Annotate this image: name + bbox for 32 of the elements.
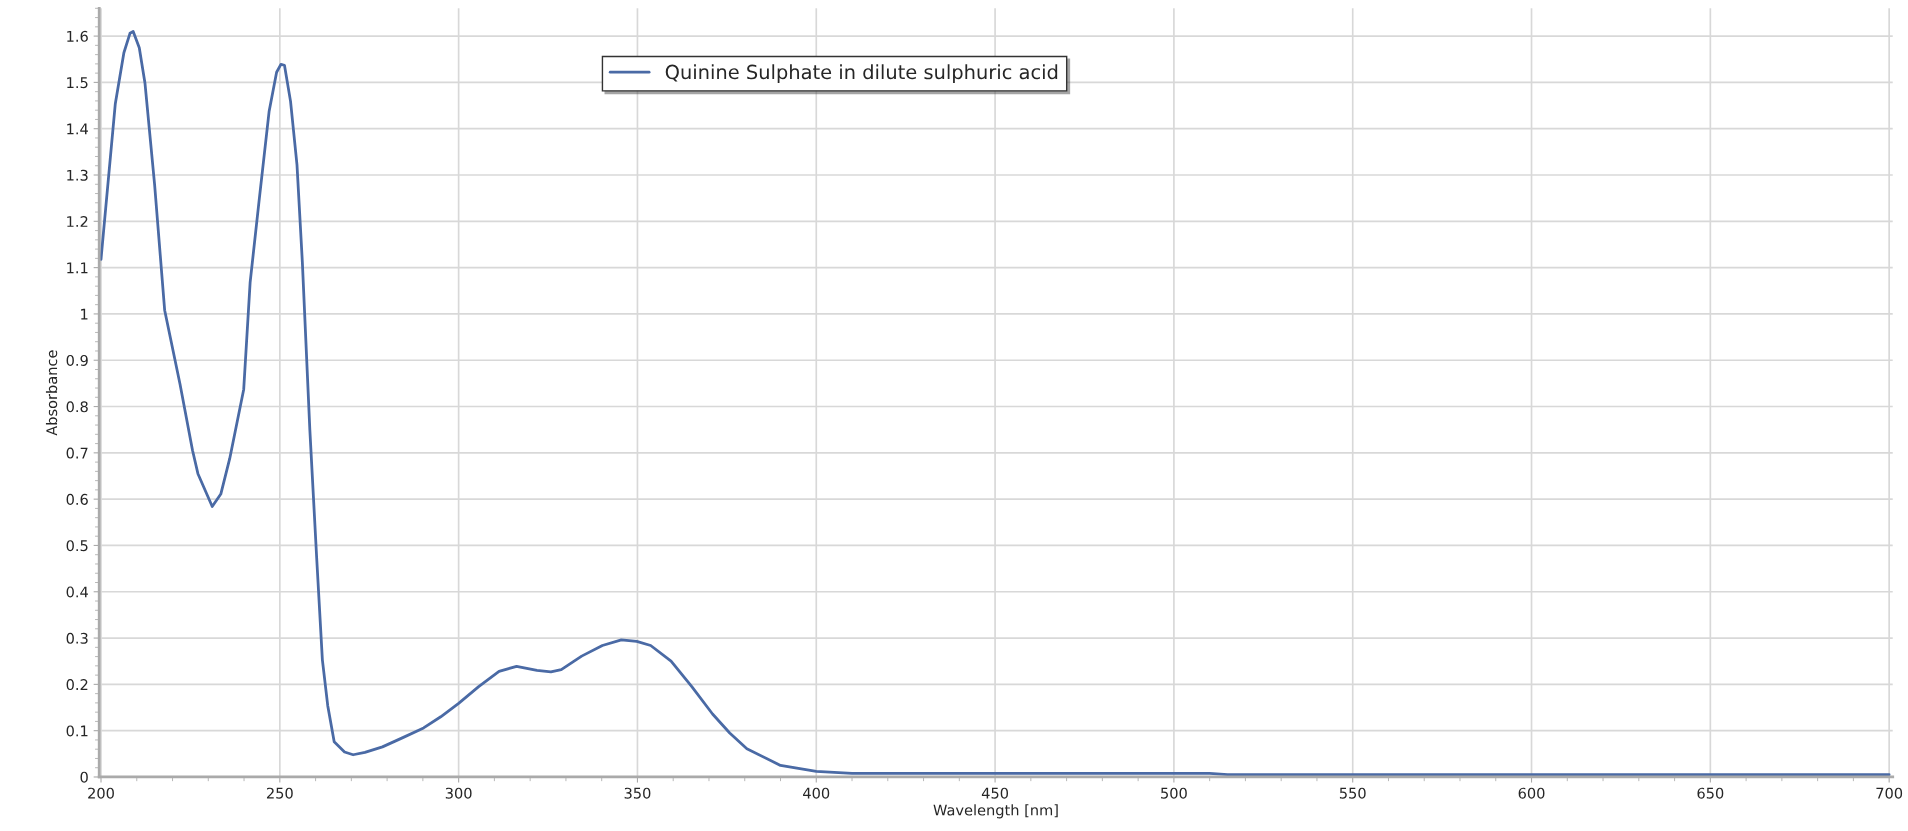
x-tick-label: 400: [803, 787, 830, 799]
x-tick-label: 500: [1161, 787, 1187, 799]
x-tick-label: 200: [88, 787, 114, 799]
x-tick-label: 550: [1339, 787, 1366, 799]
y-tick-label: 1: [81, 308, 88, 320]
y-tick-label: 1.5: [67, 77, 88, 89]
y-tick-label: 0.1: [66, 725, 88, 737]
x-tick-label: 350: [624, 787, 651, 799]
y-axis-title: Absorbance: [45, 350, 58, 436]
line-series: [99, 30, 1891, 777]
y-tick-label: 0.7: [66, 447, 88, 459]
x-tick-label: 250: [266, 787, 293, 799]
y-tick-label: 0: [80, 771, 88, 783]
legend-label: Quinine Sulphate in dilute sulphuric acid: [665, 64, 1058, 84]
y-tick-label: 0.3: [66, 632, 88, 644]
y-tick-label: 0.4: [66, 586, 88, 598]
y-tick-label: 1.1: [67, 262, 88, 274]
x-tick-label: 300: [445, 787, 472, 799]
x-tick-label: 450: [981, 787, 1009, 799]
y-tick-label: 0.2: [66, 679, 88, 691]
x-tick-label: 650: [1697, 787, 1724, 799]
y-tick-label: 0.5: [66, 540, 88, 552]
y-tick-label: 1.2: [67, 216, 88, 227]
y-tick-label: 1.3: [67, 169, 88, 181]
x-tick-label: 600: [1518, 787, 1545, 799]
y-tick-label: 0.6: [66, 493, 88, 505]
y-tick-label: 1.6: [67, 30, 88, 42]
y-tick-label: 1.4: [67, 123, 88, 135]
x-tick-label: 700: [1876, 787, 1903, 799]
x-axis-title: Wavelength [nm]: [933, 804, 1058, 819]
y-tick-label: 0.8: [66, 401, 88, 413]
y-tick-label: 0.9: [66, 354, 88, 366]
